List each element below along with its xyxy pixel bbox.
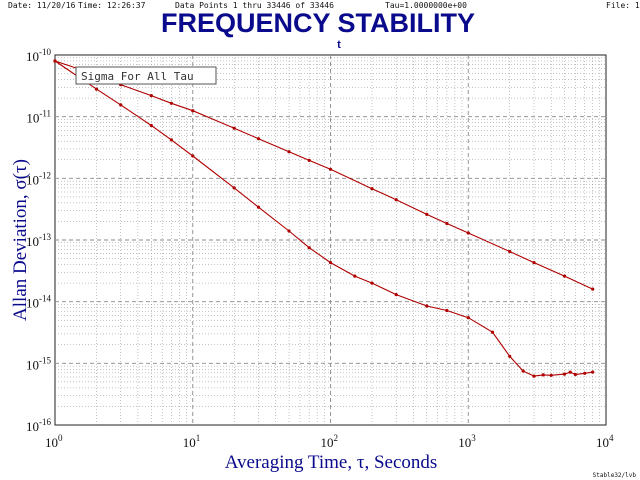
series-2-point [53, 59, 57, 63]
series-2-point [568, 370, 572, 374]
legend-box [75, 66, 217, 85]
y-axis-title: Allan Deviation, σ(τ) [10, 159, 31, 321]
series-1-point [169, 101, 173, 105]
x-axis-title: Averaging Time, τ, Seconds [225, 452, 438, 473]
header-file: File: 1 [606, 1, 640, 10]
y-tick-label: 10-16 [26, 417, 51, 434]
series-2-point [573, 372, 578, 377]
series-1-point [307, 158, 311, 162]
series-1-point [394, 198, 398, 202]
x-tick-label: 102 [321, 433, 339, 450]
x-tick-label: 100 [45, 433, 63, 450]
y-tick-label: 10-11 [26, 109, 51, 126]
series-2-point [490, 330, 495, 334]
series-2-line [54, 60, 593, 377]
header-time: Time: 12:26:37 [78, 1, 146, 10]
series-2-point [232, 186, 236, 190]
series-2-point [191, 154, 195, 158]
series-2-point [549, 373, 553, 377]
series-2-point [466, 316, 470, 320]
series-1-point [445, 221, 449, 226]
series-1-point [256, 137, 261, 141]
series-2-point [425, 304, 429, 308]
series-2-point [169, 138, 173, 142]
y-tick-label: 10-15 [26, 355, 51, 372]
series-layer [53, 59, 595, 378]
series-1-point [562, 274, 567, 278]
legend: Sigma For All Tau [75, 66, 217, 85]
x-tick-label: 103 [458, 433, 476, 450]
header-date: Date: 11/20/16 [8, 1, 76, 10]
x-tick-label: 104 [596, 433, 614, 450]
legend-text: Sigma For All Tau [81, 70, 194, 83]
series-1-point [466, 231, 470, 235]
y-tick-label: 10-10 [26, 47, 51, 64]
chart-subtitle: t [337, 39, 341, 51]
series-2-point [394, 293, 398, 297]
series-2-point [508, 354, 512, 358]
series-2-point [287, 229, 291, 233]
series-2-point [541, 373, 545, 377]
series-2-point [591, 370, 595, 374]
series-1-point [370, 187, 374, 191]
series-1-point [191, 109, 195, 113]
footer-credit: Stable32/lvb [593, 472, 637, 479]
series-1-point [149, 94, 153, 98]
series-2-point [256, 205, 261, 209]
series-2-point [94, 87, 99, 91]
series-1-point [287, 150, 291, 154]
series-1-point [508, 249, 512, 254]
x-tick-label: 101 [183, 433, 201, 450]
series-2-point [521, 369, 525, 373]
series-2-point [149, 123, 153, 128]
grid [55, 55, 606, 425]
series-2-point [353, 274, 357, 278]
series-2-point [562, 372, 567, 376]
header-tau: Tau=1.0000000e+00 [385, 1, 467, 10]
chart-title: FREQUENCY STABILITY [161, 8, 475, 38]
series-1-point [232, 126, 236, 130]
series-2-point [119, 103, 123, 107]
series-2-point [532, 374, 536, 378]
series-1-point [328, 167, 333, 171]
series-2-point [583, 371, 587, 375]
series-2-point [370, 281, 374, 285]
series-2-point [307, 246, 311, 250]
series-2-point [328, 261, 333, 265]
series-1-point [591, 287, 595, 291]
series-1-point [532, 261, 536, 265]
header-data-points: Data Points 1 thru 33446 of 33446 [175, 1, 334, 10]
series-2-point [445, 308, 449, 313]
series-1-point [425, 212, 429, 216]
